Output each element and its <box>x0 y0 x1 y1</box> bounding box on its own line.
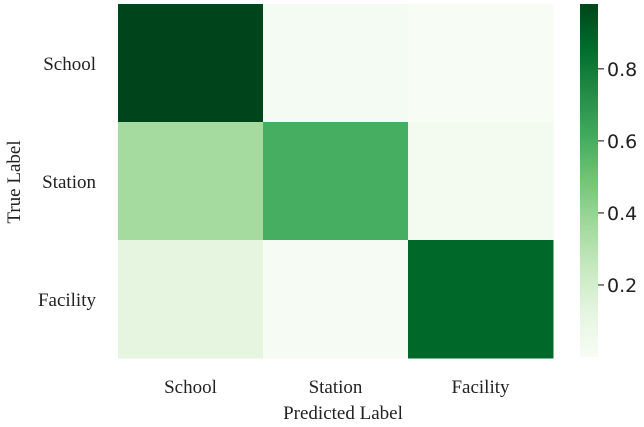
colorbar-tick-label: 0.6 <box>607 131 637 153</box>
heatmap-cell-station-station <box>263 122 409 241</box>
x-tick-label: School <box>164 377 217 398</box>
y-tick-labels: School Station Facility <box>38 54 97 311</box>
y-tick-label: Facility <box>38 290 97 311</box>
colorbar-ticks: 0.2 0.4 0.6 0.8 <box>598 59 637 297</box>
x-axis-label: Predicted Label <box>283 403 403 424</box>
colorbar-tick-label: 0.2 <box>607 275 637 297</box>
heatmap-cell-station-school <box>118 122 264 241</box>
heatmap-cell-station-facility <box>408 122 554 241</box>
y-axis-label: True Label <box>4 140 25 223</box>
heatmap-cells <box>118 4 554 359</box>
x-tick-label: Facility <box>451 377 510 398</box>
colorbar-tick-label: 0.4 <box>607 203 637 225</box>
y-tick-label: Station <box>42 172 96 193</box>
heatmap-cell-facility-facility <box>408 240 554 359</box>
y-tick-label: School <box>43 54 96 75</box>
heatmap-cell-school-station <box>263 4 409 123</box>
x-tick-labels: School Station Facility <box>164 377 510 398</box>
x-tick-label: Station <box>309 377 363 398</box>
colorbar <box>580 4 598 357</box>
heatmap-cell-school-school <box>118 4 264 123</box>
heatmap-cell-school-facility <box>408 4 554 123</box>
heatmap-cell-facility-school <box>118 240 264 359</box>
colorbar-tick-label: 0.8 <box>607 59 637 81</box>
heatmap-cell-facility-station <box>263 240 409 359</box>
